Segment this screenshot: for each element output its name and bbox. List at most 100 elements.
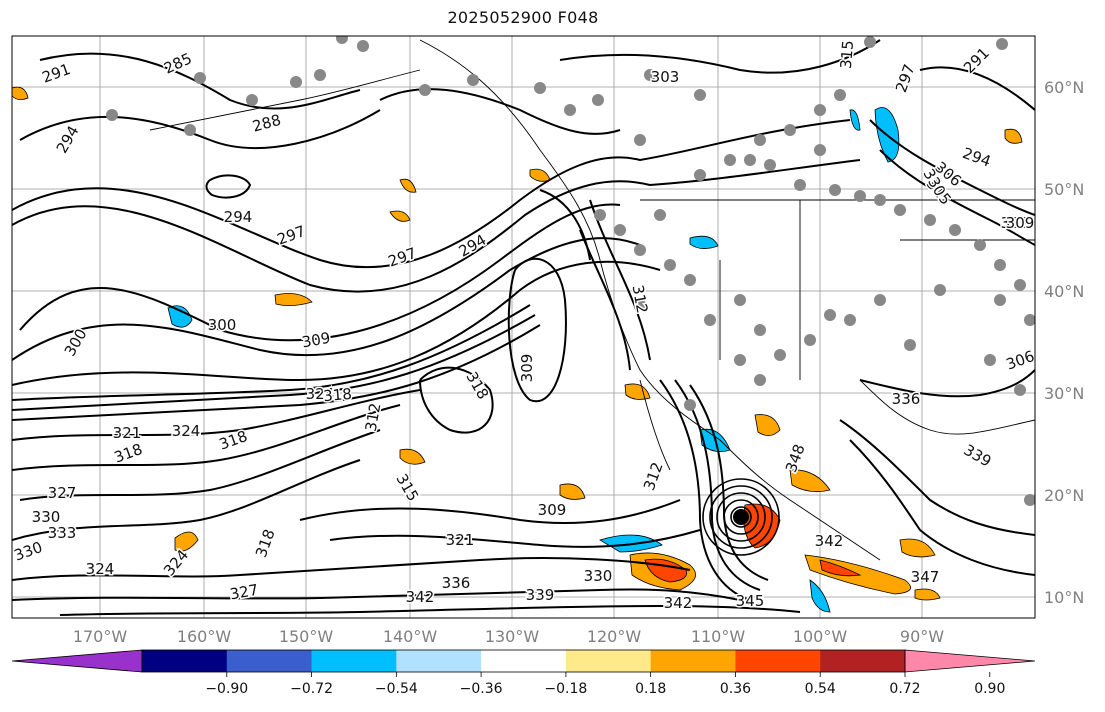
- contour-label: 342: [664, 594, 693, 612]
- contour-label: 309: [538, 501, 567, 519]
- colorbar-arrow-high: [904, 649, 1036, 673]
- station-dot: [754, 374, 766, 386]
- contour-label: 345: [736, 592, 765, 610]
- colorbar-tick-label: −0.72: [290, 681, 333, 697]
- shade-blue-blob: [849, 109, 861, 131]
- lat-tick-label: 20°N: [1044, 486, 1084, 505]
- contour-line: [12, 557, 691, 581]
- station-dot: [290, 76, 302, 88]
- contour-label: 303: [651, 68, 680, 86]
- shade-blue-blob: [809, 579, 831, 613]
- contour-label: 324: [306, 385, 335, 403]
- station-dot: [654, 209, 666, 221]
- colorbar-swatch: [481, 650, 567, 672]
- shade-orange-blob: [274, 293, 313, 306]
- contour-line: [507, 257, 567, 403]
- contour-line: [674, 379, 761, 591]
- colorbar-swatch: [820, 650, 906, 672]
- contour-line: [659, 379, 751, 601]
- station-dot: [419, 84, 431, 96]
- station-dot: [974, 239, 986, 251]
- latitude-axis: 60°N 50°N 40°N 30°N 20°N 10°N: [1044, 78, 1084, 607]
- station-dot: [704, 314, 716, 326]
- station-dot: [684, 274, 696, 286]
- station-dot: [764, 159, 776, 171]
- cyclone-contours: [702, 478, 780, 556]
- contour-label: 318: [323, 385, 353, 405]
- contour-label: 324: [172, 422, 201, 440]
- station-dot: [592, 94, 604, 106]
- colorbar-tick-label: 0.54: [805, 681, 836, 697]
- station-dot: [984, 354, 996, 366]
- cyclone-center: [733, 509, 749, 525]
- lat-tick-label: 40°N: [1044, 282, 1084, 301]
- contour-line: [849, 439, 1035, 576]
- contour-label: 330: [584, 567, 613, 585]
- contour-label: 347: [911, 568, 940, 586]
- station-dot: [594, 209, 606, 221]
- station-dot: [664, 259, 676, 271]
- lat-tick-label: 50°N: [1044, 180, 1084, 199]
- station-dot: [996, 38, 1008, 50]
- shade-orange-blob: [174, 531, 199, 552]
- contour-line: [419, 366, 494, 434]
- shade-orange-blob: [389, 210, 411, 222]
- station-dot: [934, 284, 946, 296]
- shade-orange-blob: [899, 538, 936, 558]
- station-dot: [1014, 384, 1026, 396]
- map-title: 2025052900 F048: [447, 8, 599, 27]
- shade-orange-blob: [789, 469, 831, 493]
- contour-line: [12, 389, 421, 441]
- contour-line: [59, 604, 801, 616]
- contour-line: [559, 39, 881, 74]
- contour-line: [19, 203, 621, 342]
- station-dot: [844, 314, 856, 326]
- map-frame: [11, 35, 1036, 619]
- contour-line: [919, 66, 1035, 111]
- shade-orange-blob: [12, 86, 29, 100]
- lon-tick-label: 150°W: [279, 627, 334, 646]
- contour-line: [12, 159, 861, 293]
- contour-label: 309: [518, 354, 536, 383]
- station-dot: [874, 194, 886, 206]
- station-dot: [904, 339, 916, 351]
- colorbar-swatch: [142, 650, 228, 672]
- station-dot: [804, 334, 816, 346]
- contour-label: 342: [406, 588, 435, 606]
- contour-line: [12, 119, 851, 269]
- station-dot: [994, 294, 1006, 306]
- station-dot: [894, 204, 906, 216]
- station-dot: [467, 74, 479, 86]
- station-dot: [949, 224, 961, 236]
- contour-line: [205, 174, 252, 199]
- station-dot: [754, 134, 766, 146]
- station-dot: [994, 259, 1006, 271]
- contour-label: 336: [442, 574, 471, 592]
- station-dot: [854, 190, 866, 202]
- station-dot: [1014, 279, 1026, 291]
- station-dot: [814, 104, 826, 116]
- station-dot: [336, 36, 348, 44]
- station-dot: [534, 82, 546, 94]
- station-dot: [314, 69, 326, 81]
- colorbar-swatch: [735, 650, 821, 672]
- contour-label: 333: [48, 524, 77, 542]
- contour-line: [19, 429, 381, 501]
- shade-orange-blob: [1004, 128, 1023, 144]
- contour-line: [12, 588, 741, 601]
- colorbar-arrow-low: [11, 649, 143, 673]
- contour-label: 309: [1001, 214, 1030, 232]
- contour-line: [879, 149, 1035, 246]
- colorbar: −0.90 −0.72 −0.54 −0.36 −0.18 0.18 0.36 0.54 0.7…: [11, 649, 1036, 697]
- station-dot: [734, 294, 746, 306]
- station-dot: [106, 109, 118, 121]
- contour-line: [12, 304, 531, 401]
- contour-label: 330: [32, 508, 61, 526]
- station-dot: [774, 349, 786, 361]
- station-dot: [824, 309, 836, 321]
- station-dot: [744, 154, 756, 166]
- station-dot: [784, 124, 796, 136]
- longitude-axis: 170°W 160°W 150°W 140°W 130°W 120°W 110°W 100°W…: [73, 627, 944, 646]
- station-dot: [357, 40, 369, 52]
